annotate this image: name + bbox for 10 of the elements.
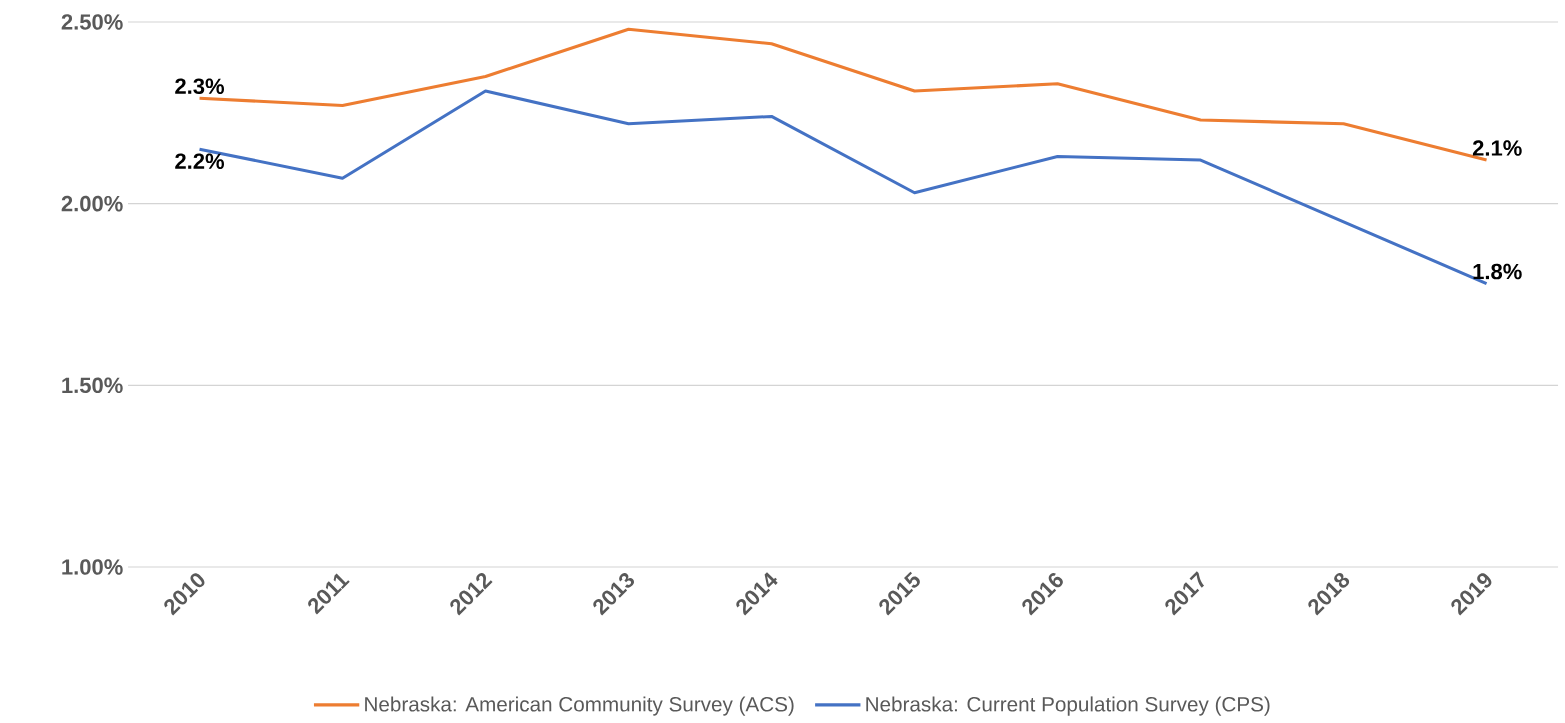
- legend-label: Nebraska: Current Population Survey (CPS): [866, 696, 1270, 716]
- y-tick-label: 2.50%: [61, 14, 123, 30]
- y-tick-label: 1.50%: [62, 377, 123, 394]
- data-label: 2.1%: [1472, 140, 1522, 156]
- y-tick-label: 2.00%: [61, 195, 123, 212]
- y-tick-label: 1.00%: [62, 559, 123, 575]
- data-label: 2.3%: [175, 78, 225, 95]
- data-label: 2.2%: [175, 153, 225, 169]
- legend-label: Nebraska: American Community Survey (ACS): [365, 696, 794, 716]
- data-label: 1.8%: [1473, 263, 1522, 280]
